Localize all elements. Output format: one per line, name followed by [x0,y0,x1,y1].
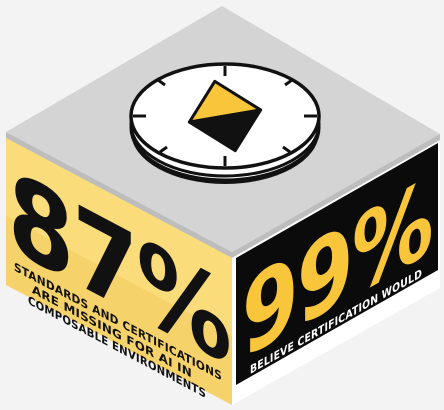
right-face-black [236,143,438,385]
left-face-stripe [6,138,232,336]
dial-tick-upper-right [284,78,293,87]
compass-dial-icon [129,62,321,184]
cube-top-edge [6,132,232,258]
cube-top-edge-right [232,134,440,258]
dial-tick-lower-left [159,145,168,154]
dial-tick-upper-left [157,78,166,87]
dial-needle-black [187,108,263,153]
dial-tick-lower-right [282,145,291,154]
